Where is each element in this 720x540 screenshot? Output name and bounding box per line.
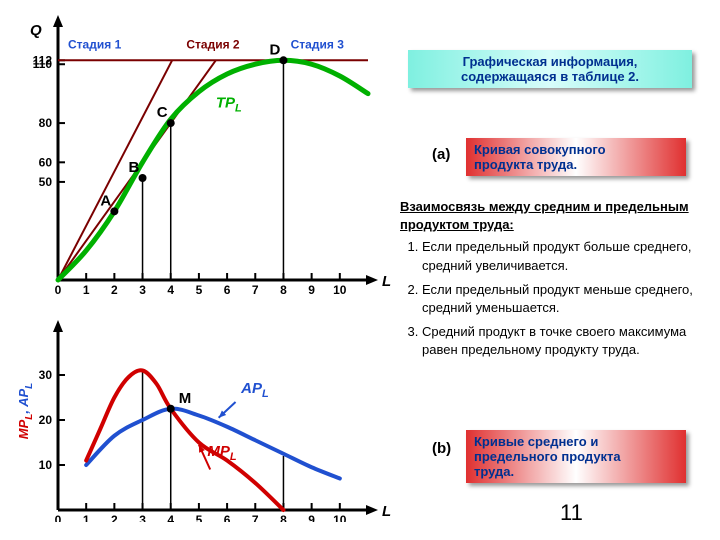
svg-text:0: 0 — [55, 513, 62, 522]
relation-title: Взаимосвязь между средним и предельным п… — [400, 199, 689, 232]
svg-text:C: C — [157, 104, 168, 121]
box-a-l2: продукта труда. — [474, 157, 577, 172]
svg-text:112: 112 — [33, 53, 53, 67]
svg-text:Q: Q — [30, 22, 42, 39]
svg-text:7: 7 — [252, 513, 259, 522]
svg-text:L: L — [382, 503, 391, 520]
svg-text:1: 1 — [83, 283, 90, 297]
box-a-l1: Кривая совокупного — [474, 142, 606, 157]
svg-text:APL: APL — [240, 380, 269, 400]
relation-list: Если предельный продукт больше среднего,… — [400, 238, 700, 359]
svg-text:8: 8 — [280, 283, 287, 297]
svg-text:M: M — [179, 390, 192, 407]
svg-text:3: 3 — [139, 513, 146, 522]
header-l1: Графическая информация, — [463, 54, 638, 69]
svg-text:9: 9 — [308, 513, 315, 522]
svg-text:20: 20 — [39, 413, 53, 427]
box-b: Кривые среднего и предельного продукта т… — [466, 430, 686, 483]
svg-text:MPL, APL: MPL, APL — [16, 383, 35, 440]
svg-text:Стадия 2: Стадия 2 — [186, 38, 240, 52]
relation-item-3: Средний продукт в точке своего максимума… — [422, 323, 700, 359]
chart-a: 012345678910506080110112LQTPLABCDСтадия … — [0, 0, 400, 300]
svg-text:MPL: MPL — [207, 443, 237, 463]
svg-text:D: D — [269, 41, 280, 58]
svg-text:B: B — [129, 159, 140, 176]
svg-text:60: 60 — [39, 155, 53, 169]
page-number: 11 — [560, 500, 583, 526]
header-l2: содержащаяся в таблице 2. — [461, 69, 639, 84]
svg-text:5: 5 — [196, 283, 203, 297]
svg-text:6: 6 — [224, 513, 231, 522]
box-b-l1: Кривые среднего и — [474, 434, 598, 449]
svg-text:Стадия 3: Стадия 3 — [291, 38, 345, 52]
svg-text:TPL: TPL — [216, 94, 242, 114]
svg-text:10: 10 — [333, 513, 347, 522]
svg-text:2: 2 — [111, 283, 118, 297]
relation-item-1: Если предельный продукт больше среднего,… — [422, 238, 700, 274]
box-b-l3: труда. — [474, 464, 514, 479]
label-a: (a) — [432, 146, 450, 163]
svg-text:6: 6 — [224, 283, 231, 297]
svg-text:7: 7 — [252, 283, 259, 297]
svg-text:A: A — [100, 192, 111, 209]
label-b: (b) — [432, 440, 451, 457]
svg-text:4: 4 — [167, 283, 174, 297]
svg-text:4: 4 — [167, 513, 174, 522]
svg-text:50: 50 — [39, 175, 53, 189]
relation-item-2: Если предельный продукт меньше среднего,… — [422, 281, 700, 317]
svg-text:L: L — [382, 273, 391, 290]
box-a: Кривая совокупного продукта труда. — [466, 138, 686, 176]
svg-text:80: 80 — [39, 116, 53, 130]
svg-text:30: 30 — [39, 368, 53, 382]
svg-text:8: 8 — [280, 513, 287, 522]
header-box: Графическая информация, содержащаяся в т… — [408, 50, 692, 88]
svg-text:0: 0 — [55, 283, 62, 297]
relation-block: Взаимосвязь между средним и предельным п… — [400, 198, 700, 366]
svg-text:2: 2 — [111, 513, 118, 522]
svg-text:3: 3 — [139, 283, 146, 297]
svg-text:10: 10 — [333, 283, 347, 297]
svg-text:Стадия 1: Стадия 1 — [68, 38, 122, 52]
svg-text:1: 1 — [83, 513, 90, 522]
box-b-l2: предельного продукта — [474, 449, 621, 464]
svg-text:10: 10 — [39, 458, 53, 472]
svg-text:5: 5 — [196, 513, 203, 522]
svg-text:9: 9 — [308, 283, 315, 297]
chart-b: 0 1 2 3 4 5 6 7 8 9 10 10 20 30 L MPL, APL APL MPL M — [0, 300, 400, 522]
